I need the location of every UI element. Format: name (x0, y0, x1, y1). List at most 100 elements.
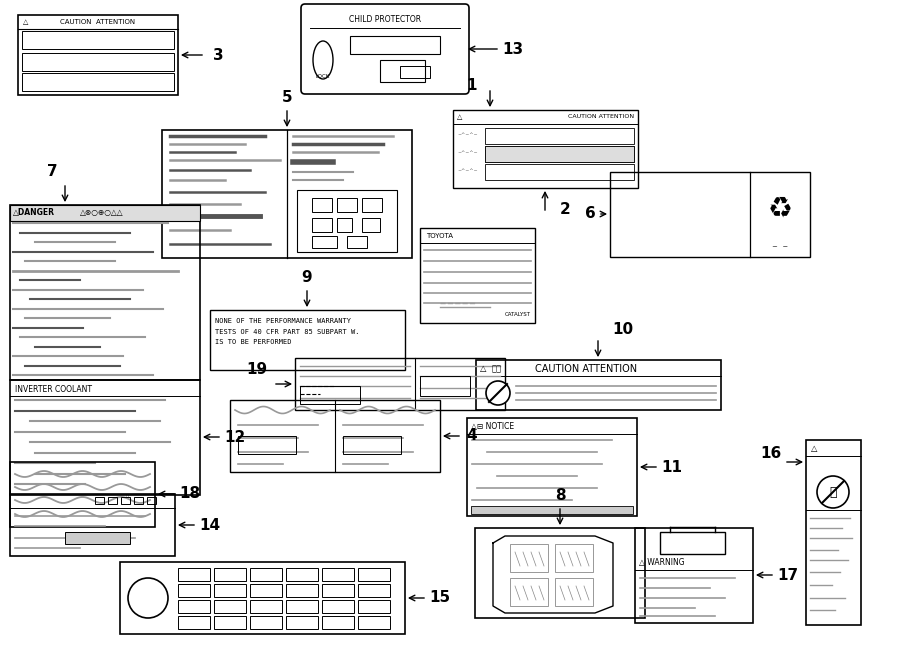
Text: ♻: ♻ (768, 195, 792, 223)
Text: ~^~^~: ~^~^~ (457, 151, 478, 155)
Text: 14: 14 (200, 518, 220, 533)
Bar (250, 616, 282, 629)
Bar (485, 146, 634, 162)
Bar (10, 494, 175, 556)
Bar (358, 600, 390, 613)
Bar (476, 360, 721, 410)
Text: 11: 11 (662, 459, 682, 475)
Bar (178, 584, 210, 597)
Bar (806, 440, 861, 625)
Text: 6: 6 (585, 206, 596, 221)
Bar (337, 198, 357, 212)
Text: △DANGER: △DANGER (13, 208, 55, 217)
Bar (250, 584, 282, 597)
Bar (22, 53, 174, 71)
Bar (350, 36, 440, 54)
Bar (95, 497, 104, 504)
Bar (555, 578, 593, 606)
Bar (108, 497, 117, 504)
Bar (471, 506, 633, 514)
Text: LOCK: LOCK (316, 74, 330, 79)
Bar (362, 198, 382, 212)
Bar (214, 600, 246, 613)
Bar (485, 164, 634, 180)
Bar (322, 568, 354, 581)
Text: 13: 13 (502, 42, 524, 56)
Bar (635, 528, 753, 623)
Text: 12: 12 (224, 430, 246, 444)
Bar (312, 218, 332, 232)
Circle shape (817, 476, 849, 508)
Text: CAUTION  ATTENTION: CAUTION ATTENTION (60, 19, 136, 25)
Bar (286, 584, 318, 597)
Bar (362, 218, 380, 232)
Bar (322, 584, 354, 597)
Text: TOYOTA: TOYOTA (426, 233, 453, 239)
Bar (10, 462, 155, 527)
Text: △: △ (480, 364, 487, 373)
Bar (22, 31, 174, 49)
Text: INVERTER COOLANT: INVERTER COOLANT (15, 385, 92, 393)
Text: 5: 5 (282, 91, 292, 106)
Text: CATALYST: CATALYST (505, 313, 531, 317)
Bar (238, 436, 296, 454)
Text: 警告: 警告 (492, 364, 502, 373)
Bar (230, 400, 440, 472)
Text: CAUTION ATTENTION: CAUTION ATTENTION (535, 364, 637, 374)
Bar (660, 532, 725, 554)
FancyBboxPatch shape (301, 4, 469, 94)
Text: 18: 18 (179, 486, 201, 502)
Bar (347, 236, 367, 248)
Bar (178, 616, 210, 629)
Circle shape (128, 578, 168, 618)
Bar (358, 568, 390, 581)
Bar (286, 568, 318, 581)
Circle shape (486, 381, 510, 405)
Text: △: △ (457, 114, 463, 120)
Text: △ WARNING: △ WARNING (639, 557, 685, 566)
Text: 16: 16 (760, 446, 781, 461)
Bar (286, 600, 318, 613)
Bar (453, 110, 638, 188)
Bar (610, 172, 810, 257)
Bar (358, 616, 390, 629)
Bar (485, 146, 634, 162)
Bar (475, 528, 645, 618)
Bar (214, 568, 246, 581)
Bar (343, 436, 401, 454)
Bar (420, 376, 470, 396)
Bar (297, 190, 397, 252)
Bar (178, 568, 210, 581)
Bar (286, 616, 318, 629)
Text: 15: 15 (429, 590, 451, 605)
Bar (214, 616, 246, 629)
Bar (10, 205, 200, 221)
Text: 10: 10 (612, 323, 634, 338)
Bar (250, 600, 282, 613)
Bar (358, 584, 390, 597)
Bar (420, 228, 535, 323)
Text: 7: 7 (47, 165, 58, 180)
Text: 2: 2 (560, 202, 571, 217)
Bar (134, 497, 143, 504)
Text: ~^~^~: ~^~^~ (457, 132, 478, 137)
Text: CHILD PROTECTOR: CHILD PROTECTOR (349, 15, 421, 24)
Bar (22, 73, 174, 91)
Bar (10, 205, 200, 380)
Text: △⊟ NOTICE: △⊟ NOTICE (471, 422, 514, 432)
Bar (250, 568, 282, 581)
Text: NONE OF THE PERFORMANCE WARRANTY
TESTS OF 40 CFR PART 85 SUBPART W.
IS TO BE PER: NONE OF THE PERFORMANCE WARRANTY TESTS O… (215, 318, 359, 345)
Bar (322, 616, 354, 629)
Text: 8: 8 (554, 488, 565, 504)
Bar (312, 236, 337, 248)
Bar (120, 562, 405, 634)
Text: 19: 19 (247, 362, 267, 377)
Bar (312, 198, 332, 212)
Bar (162, 130, 412, 258)
Text: 17: 17 (778, 568, 798, 582)
Bar (300, 386, 360, 404)
Bar (510, 578, 548, 606)
Bar (147, 497, 156, 504)
Bar (380, 60, 425, 82)
Text: ~  ~: ~ ~ (772, 244, 788, 250)
